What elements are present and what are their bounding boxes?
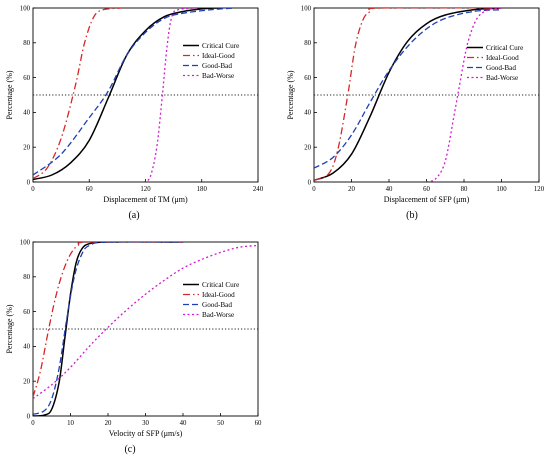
panel-label: (c)	[124, 444, 135, 455]
y-axis-title: Percentage (%)	[286, 70, 295, 119]
x-axis-title: Velocity of SFP (μm/s)	[109, 429, 183, 438]
y-tick-label: 20	[23, 379, 30, 386]
y-tick-label: 80	[23, 40, 30, 47]
y-tick-label: 40	[23, 110, 30, 117]
x-tick-label: 20	[348, 186, 355, 193]
x-tick-label: 0	[31, 186, 35, 193]
y-tick-label: 60	[304, 75, 311, 82]
x-tick-label: 10	[67, 420, 74, 427]
y-tick-label: 0	[27, 179, 31, 186]
legend-label-ideal-good: Ideal-Good	[202, 291, 235, 299]
series-line-bad-worse	[426, 8, 502, 182]
y-tick-label: 100	[20, 239, 31, 246]
panel-label: (b)	[406, 210, 418, 221]
x-axis-title: Displacement of TM (μm)	[103, 195, 188, 204]
y-tick-label: 100	[20, 5, 31, 12]
x-tick-label: 60	[255, 420, 262, 427]
x-tick-label: 60	[86, 186, 93, 193]
y-tick-label: 40	[304, 110, 311, 117]
y-tick-label: 100	[301, 5, 312, 12]
x-tick-label: 50	[217, 420, 224, 427]
x-tick-label: 0	[31, 420, 35, 427]
legend-label-good-bad: Good-Bad	[202, 62, 232, 70]
series-line-bad-worse	[33, 244, 258, 400]
series-line-good-bad	[33, 242, 183, 415]
x-tick-label: 60	[423, 186, 430, 193]
y-tick-label: 0	[308, 179, 312, 186]
x-tick-label: 40	[386, 186, 393, 193]
x-tick-label: 240	[253, 186, 264, 193]
legend-label-critical-cure: Critical Cure	[202, 42, 239, 50]
x-tick-label: 20	[105, 420, 112, 427]
x-tick-label: 80	[461, 186, 468, 193]
x-tick-label: 30	[142, 420, 149, 427]
legend-label-bad-worse: Bad-Worse	[202, 311, 234, 319]
series-line-ideal-good	[33, 8, 123, 180]
y-axis-title: Percentage (%)	[5, 70, 14, 119]
legend: Critical Cure Ideal-Good Good-Bad Bad-Worse	[183, 281, 239, 319]
series-line-critical-cure	[33, 242, 183, 416]
series-line-critical-cure	[33, 8, 221, 181]
series-line-bad-worse	[143, 8, 198, 182]
y-tick-label: 40	[23, 344, 30, 351]
legend-label-ideal-good: Ideal-Good	[486, 54, 519, 62]
legend-label-ideal-good: Ideal-Good	[202, 52, 235, 60]
chart-panel-2: 0 20 40 60 80 100 120 0 20 40 60 80 100 Displacement …	[286, 5, 545, 221]
y-tick-label: 60	[23, 309, 30, 316]
y-tick-label: 80	[23, 274, 30, 281]
chart-panel-1: 0 60 120 180 240 0 20 40 60 80 100 Displacement of …	[5, 5, 264, 221]
x-tick-label: 180	[197, 186, 208, 193]
y-tick-label: 60	[23, 75, 30, 82]
legend: Critical Cure Ideal-Good Good-Bad Bad-Worse	[183, 42, 239, 80]
x-tick-label: 120	[140, 186, 151, 193]
series-line-ideal-good	[33, 242, 183, 398]
chart-panel-3: 0 10 20 30 40 50 60 0 20 40 60 80 100 Velocity of SFP…	[5, 239, 262, 455]
series-line-critical-cure	[314, 8, 502, 182]
x-tick-label: 0	[312, 186, 316, 193]
legend-label-good-bad: Good-Bad	[202, 301, 232, 309]
legend-label-bad-worse: Bad-Worse	[486, 74, 518, 82]
y-tick-label: 80	[304, 40, 311, 47]
y-tick-label: 20	[23, 145, 30, 152]
legend-label-good-bad: Good-Bad	[486, 64, 516, 72]
series-line-ideal-good	[314, 8, 502, 181]
x-tick-label: 120	[534, 186, 545, 193]
legend: Critical Cure Ideal-Good Good-Bad Bad-Worse	[467, 44, 523, 82]
y-axis-title: Percentage (%)	[5, 304, 14, 353]
x-axis-title: Displacement of SFP (μm)	[384, 195, 470, 204]
y-tick-label: 20	[304, 145, 311, 152]
legend-label-bad-worse: Bad-Worse	[202, 72, 234, 80]
y-tick-label: 0	[27, 413, 31, 420]
legend-label-critical-cure: Critical Cure	[202, 281, 239, 289]
series-line-good-bad	[33, 8, 235, 176]
series-line-good-bad	[314, 9, 502, 169]
panel-label: (a)	[128, 210, 139, 221]
x-tick-label: 40	[180, 420, 187, 427]
x-tick-label: 100	[496, 186, 507, 193]
legend-label-critical-cure: Critical Cure	[486, 44, 523, 52]
